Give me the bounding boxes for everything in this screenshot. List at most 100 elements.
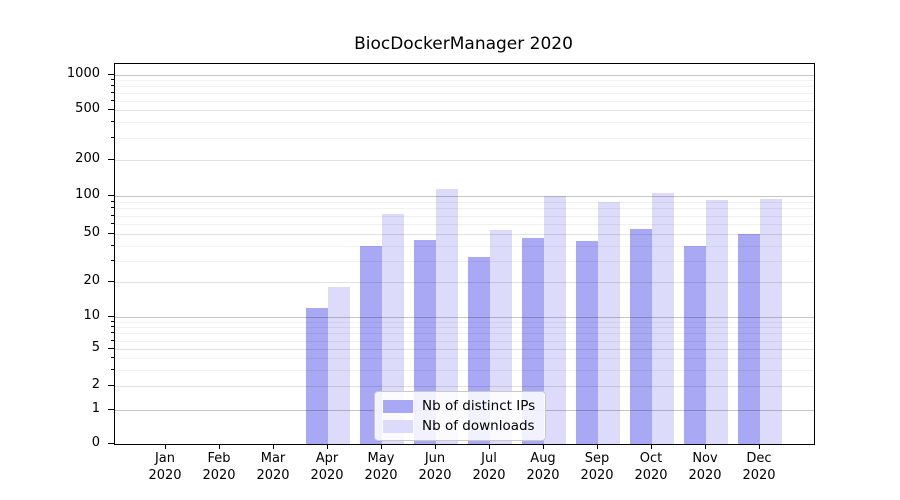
- x-tick-label: Dec 2020: [732, 451, 786, 484]
- y-minor-tick: [111, 136, 114, 138]
- y-tick-label: 50: [83, 225, 100, 240]
- y-minor-tick: [111, 368, 114, 370]
- x-tick: [273, 444, 274, 449]
- x-tick-month: Oct: [639, 451, 663, 466]
- y-minor-tick: [111, 326, 114, 328]
- y-minor-tick: [111, 214, 114, 216]
- y-minor-tick: [111, 79, 114, 81]
- y-tick-label: 100: [75, 187, 100, 202]
- legend-label-downloads: Nb of downloads: [422, 418, 535, 434]
- y-tick-label: 20: [83, 273, 100, 288]
- x-tick-label: May 2020: [354, 451, 408, 484]
- x-tick: [219, 444, 220, 449]
- y-minor-tick: [111, 207, 114, 209]
- bar-downloads: [382, 214, 404, 444]
- x-tick-label: Feb 2020: [192, 451, 246, 484]
- x-tick: [543, 444, 544, 449]
- bar-downloads: [760, 198, 782, 444]
- x-tick-label: Nov 2020: [678, 451, 732, 484]
- y-tick: [108, 443, 114, 444]
- y-tick-label: 1: [91, 401, 100, 416]
- x-tick-month: Jul: [481, 451, 497, 466]
- bar-distinct-ips: [306, 307, 328, 444]
- x-tick-year: 2020: [688, 467, 722, 483]
- x-tick-label: Jun 2020: [408, 451, 462, 484]
- bar-downloads: [490, 229, 512, 444]
- y-tick: [108, 159, 114, 160]
- x-tick-year: 2020: [202, 467, 236, 483]
- y-minor-tick: [111, 223, 114, 224]
- x-tick-month: Sep: [584, 451, 610, 466]
- x-tick: [759, 444, 760, 449]
- y-minor-tick: [111, 332, 114, 334]
- y-tick: [108, 348, 114, 349]
- y-tick: [108, 109, 114, 110]
- bar-downloads: [436, 188, 458, 444]
- bar-downloads: [706, 199, 728, 444]
- x-tick-year: 2020: [472, 467, 506, 483]
- bar-downloads: [328, 287, 350, 444]
- y-minor-tick: [111, 259, 114, 261]
- x-tick: [705, 444, 706, 449]
- x-tick: [381, 444, 382, 449]
- x-tick-month: Nov: [692, 451, 718, 466]
- y-tick: [108, 233, 114, 234]
- y-minor-tick: [111, 244, 114, 246]
- y-tick-label: 2: [91, 377, 100, 392]
- bar-downloads: [652, 193, 674, 444]
- bar-downloads: [544, 196, 566, 444]
- x-tick-label: Mar 2020: [246, 451, 300, 484]
- y-tick-label: 10: [83, 308, 100, 323]
- x-tick-year: 2020: [742, 467, 776, 483]
- x-tick-label: Aug 2020: [516, 451, 570, 484]
- x-tick: [165, 444, 166, 449]
- x-tick: [597, 444, 598, 449]
- y-minor-tick: [111, 339, 114, 341]
- bars-layer: [115, 64, 814, 444]
- x-tick-year: 2020: [310, 467, 344, 483]
- y-minor-tick: [111, 121, 114, 123]
- y-tick-label: 1000: [66, 66, 100, 81]
- y-tick: [108, 195, 114, 196]
- x-tick-label: Oct 2020: [624, 451, 678, 484]
- x-tick-label: Sep 2020: [570, 451, 624, 484]
- y-tick-label: 0: [91, 435, 100, 450]
- x-tick-month: Jun: [424, 451, 446, 466]
- x-tick: [651, 444, 652, 449]
- y-minor-tick: [111, 99, 114, 101]
- x-tick-year: 2020: [580, 467, 614, 483]
- legend: Nb of distinct IPs Nb of downloads: [374, 391, 547, 441]
- legend-row-downloads: Nb of downloads: [383, 416, 535, 436]
- x-tick-month: Mar: [260, 451, 286, 466]
- y-tick-label: 5: [91, 340, 100, 355]
- x-tick-month: Aug: [530, 451, 556, 466]
- y-tick: [108, 385, 114, 386]
- x-tick: [435, 444, 436, 449]
- x-tick-year: 2020: [418, 467, 452, 483]
- y-minor-tick: [111, 357, 114, 358]
- y-minor-tick: [111, 85, 114, 87]
- x-tick-month: May: [367, 451, 395, 466]
- y-tick: [108, 281, 114, 282]
- y-minor-tick: [111, 92, 114, 93]
- x-tick-year: 2020: [364, 467, 398, 483]
- plot-area: [114, 63, 815, 445]
- bar-distinct-ips: [738, 234, 760, 444]
- bar-downloads: [598, 201, 620, 444]
- x-tick-year: 2020: [526, 467, 560, 483]
- x-tick-year: 2020: [256, 467, 290, 483]
- x-tick-year: 2020: [148, 467, 182, 483]
- x-tick-month: Dec: [746, 451, 772, 466]
- y-tick-label: 200: [75, 151, 100, 166]
- legend-label-distinct-ips: Nb of distinct IPs: [422, 398, 536, 414]
- y-tick: [108, 409, 114, 410]
- legend-swatch-downloads: [383, 419, 413, 433]
- x-tick: [327, 444, 328, 449]
- chart-title: BiocDockerManager 2020: [354, 34, 573, 54]
- x-tick-month: Feb: [207, 451, 231, 466]
- legend-row-distinct-ips: Nb of distinct IPs: [383, 396, 535, 416]
- y-minor-tick: [111, 200, 114, 202]
- bar-distinct-ips: [684, 245, 706, 444]
- x-tick-label: Apr 2020: [300, 451, 354, 484]
